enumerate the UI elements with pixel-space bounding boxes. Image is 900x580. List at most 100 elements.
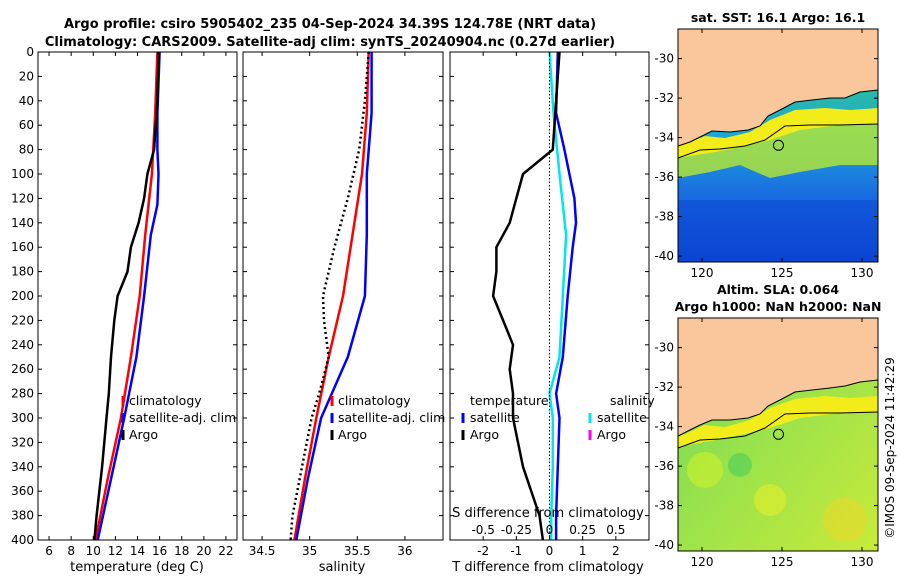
temperature-x-tick-label: 10 [86,544,101,558]
sst-lat-tick-label: -34 [654,131,674,145]
temperature-series-argo [93,52,160,540]
temperature-panel: 6 8 10 12 14 16 18 20 22 0 20 40 60 80 100 120 140 160 18… [11,45,238,575]
sst-coastal-strip [678,108,878,158]
sst-warm-shelf [678,118,878,178]
sla-map-title-line2: Argo h1000: NaN h2000: NaN [675,299,882,314]
s-difference-tick-label: -0.5 [471,523,494,537]
depth-tick-label: 240 [11,338,34,352]
depth-tick-label: 380 [11,509,34,523]
s-difference-tick-label: 0 [546,523,554,537]
depth-tick-label: 80 [19,143,34,157]
depth-tick-label: 180 [11,265,34,279]
t-difference-label: T difference from climatology [451,560,644,575]
difference-legend-label: Argo [597,427,626,442]
salinity-x-label: salinity [319,560,366,575]
difference-series-temperature-argo [491,52,561,540]
sla-lon-tick-label: 125 [771,555,794,569]
sst-lat-tick-label: -32 [654,91,674,105]
temperature-x-tick-label: 8 [67,544,75,558]
difference-x-tick-label: -1 [510,544,522,558]
depth-tick-label: 60 [19,118,34,132]
depth-tick-label: 200 [11,289,34,303]
depth-tick-label: 360 [11,484,34,498]
salinity-x-tick-label: 35 [302,544,317,558]
sst-lon-tick-label: 130 [851,266,874,280]
depth-tick-label: 320 [11,435,34,449]
difference-x-tick-label: 1 [579,544,587,558]
sst-map: sat. SST: 16.1 Argo: 16.1 -30 -32 -34 -36 -3… [654,10,879,280]
temperature-x-label: temperature (deg C) [70,560,204,575]
sst-blue-patch [678,200,878,262]
difference-legend-title: temperature [470,393,549,408]
temperature-series-climatology [94,52,159,540]
difference-legend-title: salinity [610,393,655,408]
depth-tick-label: 300 [11,411,34,425]
difference-x-tick-label: 2 [612,544,620,558]
sst-coastline [678,89,878,147]
temperature-legend-label: Argo [129,427,158,442]
sst-argo-position-marker [772,139,784,151]
sst-map-title: sat. SST: 16.1 Argo: 16.1 [691,10,865,25]
sla-anomaly-blob [823,498,867,542]
temperature-x-tick-label: 6 [45,544,53,558]
sla-lon-tick-label: 130 [851,555,874,569]
sla-anomaly-blob [687,452,723,488]
difference-legend-label: satellite [470,410,520,425]
difference-legend-label: Argo [470,427,499,442]
s-difference-tick-label: 0.5 [606,523,625,537]
difference-legend-label: satellite [597,410,647,425]
sst-lon-tick-label: 125 [771,266,794,280]
depth-tick-label: 220 [11,313,34,327]
difference-x-tick-label: 0 [546,544,554,558]
temperature-x-tick-label: 14 [130,544,145,558]
depth-tick-label: 40 [19,94,34,108]
sla-anomaly-blob [728,453,752,477]
sla-anomaly-blob [754,484,786,516]
depth-tick-label: 400 [11,533,34,547]
temperature-x-tick-label: 12 [108,544,123,558]
salinity-series-satellite-adj-clim [295,52,373,540]
temperature-legend-label: climatology [129,393,202,408]
sst-lat-tick-label: -40 [654,249,674,263]
sla-coastline [678,379,878,437]
difference-x-tick-label: -2 [477,544,489,558]
sla-lat-tick-label: -34 [654,420,674,434]
salinity-legend-label: climatology [338,393,411,408]
depth-tick-label: 100 [11,167,34,181]
depth-tick-label: 160 [11,240,34,254]
s-difference-label: S difference from climatology [452,506,644,521]
salinity-legend-label: satellite-adj. clim [338,410,445,425]
temperature-legend-label: satellite-adj. clim [129,410,236,425]
temperature-x-tick-label: 20 [196,544,211,558]
depth-tick-label: 280 [11,387,34,401]
sla-map-frame [677,317,879,552]
temperature-x-tick-label: 18 [174,544,189,558]
s-difference-tick-label: -0.25 [501,523,532,537]
difference-series-temperature-satellite [554,52,578,540]
depth-tick-label: 20 [19,69,34,83]
sla-argo-position-marker [772,428,784,440]
salinity-x-tick-label: 36 [397,544,412,558]
salinity-panel: 34.5 35 35.5 36 salinity climatology satelli… [242,51,445,575]
sst-lat-tick-label: -36 [654,170,674,184]
difference-axes-box [449,51,650,541]
sla-coastal-strip [678,396,878,447]
sst-lon-tick-label: 120 [691,266,714,280]
salinity-series-argo [289,52,370,540]
salinity-series-climatology [293,52,370,540]
sla-lat-tick-label: -30 [654,341,674,355]
sla-lat-tick-label: -38 [654,499,674,513]
sst-lat-tick-label: -38 [654,210,674,224]
figure-title-line2: Climatology: CARS2009. Satellite-adj cli… [45,35,615,50]
temperature-x-tick-label: 22 [218,544,233,558]
sst-shelf-contour [678,123,878,159]
salinity-legend-label: Argo [338,427,367,442]
sla-lat-tick-label: -32 [654,380,674,394]
temperature-series-satellite-adj-clim [96,52,161,540]
sla-map-title-line1: Altim. SLA: 0.064 [717,282,839,297]
salinity-x-tick-label: 34.5 [249,544,276,558]
difference-panel: -2 -1 0 1 2 -0.5 -0.25 0 0.25 0.5 S difference f… [449,51,655,575]
depth-tick-label: 260 [11,362,34,376]
sla-lat-tick-label: -40 [654,538,674,552]
